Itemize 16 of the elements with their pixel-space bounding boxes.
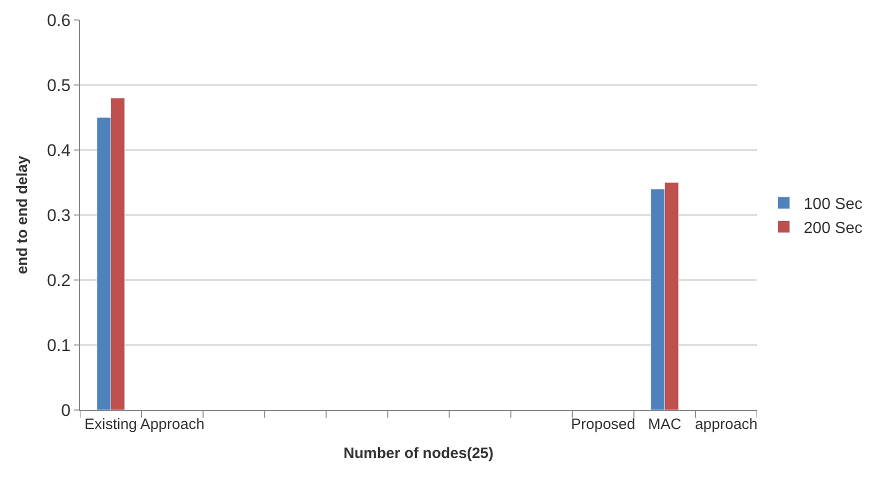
y-tick-label: 0.6 <box>46 10 71 30</box>
legend-label: 200 Sec <box>804 220 862 237</box>
y-tick-label: 0.3 <box>46 206 71 225</box>
x-tick-label: Existing <box>84 416 138 433</box>
x-tick-label: Proposed <box>571 416 636 433</box>
x-tick-label: approach <box>694 416 758 433</box>
x-axis-title: Number of nodes(25) <box>343 445 494 462</box>
y-tick-label: 0 <box>61 400 71 420</box>
y-tick-label: 0.1 <box>46 336 71 355</box>
x-tick-label: Approach <box>140 416 204 433</box>
x-tick-label: MAC <box>648 416 682 433</box>
y-axis-title: end to end delay <box>14 155 32 274</box>
y-tick-label: 0.5 <box>46 76 71 95</box>
legend-label: 100 Sec <box>804 196 862 214</box>
y-tick-label: 0.4 <box>46 140 71 160</box>
y-tick-label: 0.2 <box>46 270 71 290</box>
